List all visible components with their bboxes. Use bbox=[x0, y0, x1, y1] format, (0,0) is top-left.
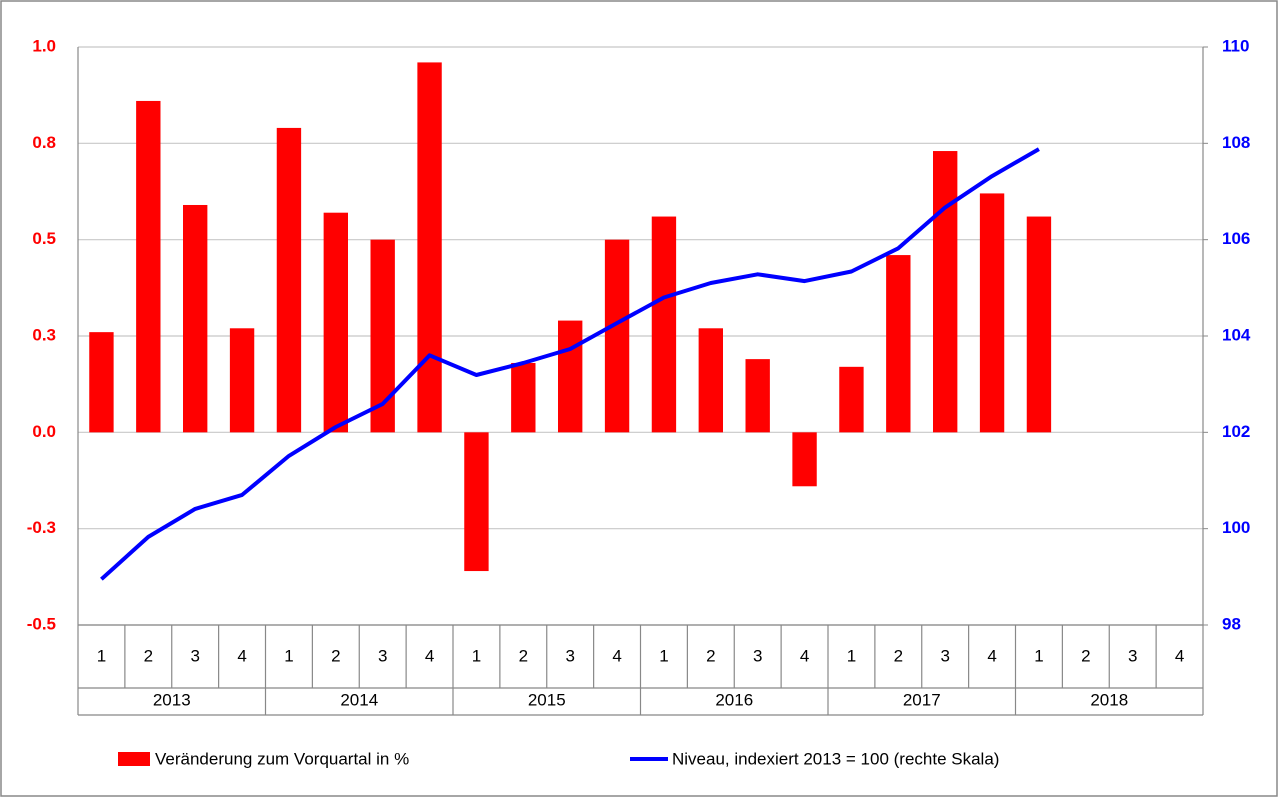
bar bbox=[886, 255, 911, 433]
x-tick-label: 1 bbox=[97, 646, 106, 665]
bar bbox=[979, 193, 1005, 433]
x-tick-label: 4 bbox=[237, 646, 246, 665]
x-tick-label: 4 bbox=[1175, 646, 1184, 665]
bar bbox=[183, 204, 208, 433]
x-tick-label: 1 bbox=[1034, 646, 1043, 665]
bar bbox=[792, 432, 817, 487]
bar bbox=[698, 328, 723, 433]
bar bbox=[370, 239, 395, 433]
y-tick-label: -0.3 bbox=[27, 518, 56, 537]
x-tick-label: 4 bbox=[987, 646, 996, 665]
y2-tick-label: 98 bbox=[1222, 614, 1241, 633]
year-label: 2018 bbox=[1090, 690, 1128, 709]
x-tick-label: 4 bbox=[800, 646, 809, 665]
bar bbox=[323, 212, 348, 433]
x-tick-label: 1 bbox=[284, 646, 293, 665]
bar bbox=[604, 239, 630, 433]
x-tick-label: 3 bbox=[1128, 646, 1137, 665]
bar bbox=[745, 359, 770, 433]
bar bbox=[558, 320, 583, 433]
bar bbox=[136, 100, 161, 433]
bar bbox=[229, 328, 255, 433]
line bbox=[100, 147, 1040, 581]
bar bbox=[1026, 216, 1052, 433]
bar bbox=[89, 332, 114, 433]
y-tick-label: 0.0 bbox=[32, 422, 56, 441]
legend-swatch bbox=[118, 752, 150, 766]
bar bbox=[417, 62, 442, 433]
x-tick-label: 2 bbox=[144, 646, 153, 665]
x-tick-label: 2 bbox=[706, 646, 715, 665]
x-tick-label: 3 bbox=[753, 646, 762, 665]
bar bbox=[651, 216, 677, 433]
x-tick-label: 2 bbox=[519, 646, 528, 665]
x-tick-label: 2 bbox=[894, 646, 903, 665]
year-label: 2015 bbox=[528, 690, 566, 709]
x-tick-label: 1 bbox=[472, 646, 481, 665]
bar bbox=[511, 362, 536, 433]
year-label: 2017 bbox=[903, 690, 941, 709]
year-label: 2014 bbox=[340, 690, 378, 709]
x-tick-label: 1 bbox=[847, 646, 856, 665]
y2-tick-label: 106 bbox=[1222, 229, 1250, 248]
x-tick-label: 3 bbox=[190, 646, 199, 665]
x-tick-label: 3 bbox=[565, 646, 574, 665]
y2-tick-label: 104 bbox=[1222, 325, 1251, 344]
y2-tick-label: 108 bbox=[1222, 133, 1250, 152]
x-tick-label: 4 bbox=[425, 646, 434, 665]
y2-tick-label: 100 bbox=[1222, 518, 1250, 537]
bar bbox=[839, 366, 864, 433]
bar bbox=[933, 151, 958, 433]
year-label: 2016 bbox=[715, 690, 753, 709]
x-tick-label: 2 bbox=[331, 646, 340, 665]
x-tick-label: 3 bbox=[378, 646, 387, 665]
bar bbox=[276, 127, 302, 433]
y-tick-label: -0.5 bbox=[27, 614, 56, 633]
y-tick-label: 0.5 bbox=[32, 229, 56, 248]
x-tick-label: 2 bbox=[1081, 646, 1090, 665]
x-tick-label: 4 bbox=[612, 646, 621, 665]
legend-label: Veränderung zum Vorquartal in % bbox=[155, 749, 409, 768]
y-tick-label: 0.8 bbox=[32, 133, 56, 152]
y-tick-label: 1.0 bbox=[32, 36, 56, 55]
y2-tick-label: 110 bbox=[1222, 36, 1249, 55]
x-tick-label: 1 bbox=[659, 646, 668, 665]
y2-tick-label: 102 bbox=[1222, 422, 1250, 441]
y-tick-label: 0.3 bbox=[32, 325, 56, 344]
bar bbox=[464, 432, 489, 572]
year-label: 2013 bbox=[153, 690, 191, 709]
x-tick-label: 3 bbox=[940, 646, 949, 665]
legend-label: Niveau, indexiert 2013 = 100 (rechte Ska… bbox=[672, 749, 999, 768]
